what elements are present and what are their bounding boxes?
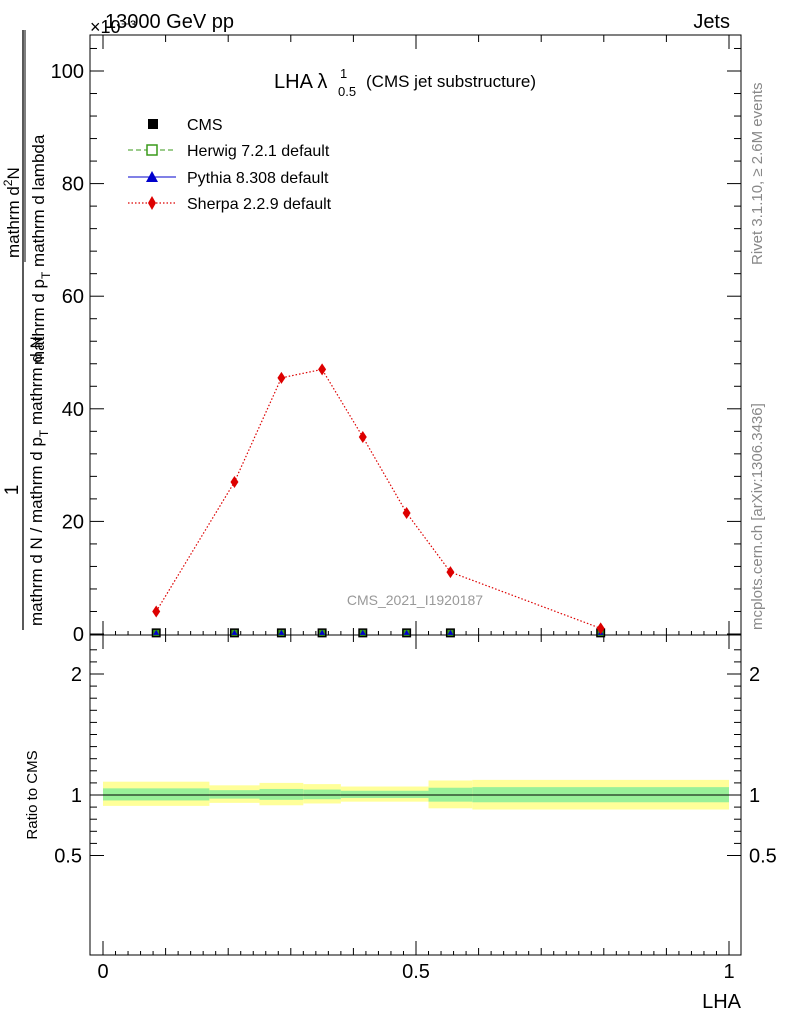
ratio-band-green-2 — [259, 788, 304, 800]
rtick-label-right-2: 2 — [749, 664, 760, 686]
pythia-point-5 — [403, 629, 410, 635]
legend-item-herwig: Herwig 7.2.1 default — [128, 143, 330, 160]
sherpa-point-3 — [318, 363, 327, 376]
sherpa-point-0 — [152, 605, 161, 618]
ylabel-main-den: mathrm d pT mathrm d lambda — [29, 134, 53, 365]
ylabel-main-num-sup: 2 — [1, 179, 15, 186]
title-suffix: (CMS jet substructure) — [366, 72, 536, 91]
ylabel-main-num: mathrm d2N — [1, 167, 23, 258]
header-exponent: ×10⁻³ — [90, 17, 136, 37]
pythia-point-1 — [231, 629, 238, 635]
legend-marker-cms — [148, 119, 158, 129]
ytick-label-5: 100 — [51, 61, 84, 83]
ylabel-top-den-sub: T — [37, 429, 51, 437]
legend-marker-sherpa — [148, 196, 156, 210]
legend: CMS Herwig 7.2.1 default Pythia 8.308 de… — [128, 117, 332, 213]
rtick-label-left-1: 1 — [71, 785, 82, 807]
side-events-text: Rivet 3.1.10, ≥ 2.6M events — [749, 83, 766, 266]
ylabel-main-num-text2: N — [4, 167, 23, 179]
ratio-band-green-1 — [209, 790, 260, 799]
legend-label-herwig: Herwig 7.2.1 default — [187, 143, 330, 160]
ytick-label-0: 0 — [73, 624, 84, 646]
sherpa-line — [155, 368, 601, 629]
xtick-label-0: 0 — [97, 961, 108, 983]
ylabel-main-num-text: mathrm d — [4, 186, 23, 258]
legend-label-pythia: Pythia 8.308 default — [187, 170, 329, 187]
ylabel-main-den-sub: T — [39, 271, 53, 279]
ratio-band-green-4 — [340, 790, 429, 799]
ytick-label-2: 40 — [62, 399, 84, 421]
main-ylabel: 1 mathrm d N / mathrm d pT mathrm d N ma… — [1, 30, 53, 630]
title-main: LHA λ — [274, 71, 327, 93]
xlabel: LHA — [702, 991, 742, 1013]
sherpa-point-1 — [230, 475, 239, 488]
ylabel-top-den: mathrm d N / mathrm d pT mathrm d N — [27, 336, 51, 626]
ylabel-main-den-text: mathrm d p — [29, 279, 48, 365]
pythia-point-2 — [278, 629, 285, 635]
legend-label-sherpa: Sherpa 2.2.9 default — [187, 196, 332, 213]
sherpa-point-5 — [402, 506, 411, 519]
ylabel-main-den-text2: mathrm d lambda — [29, 134, 48, 267]
rtick-label-left-2: 2 — [71, 664, 82, 686]
ylabel-top-num: 1 — [2, 485, 23, 496]
legend-item-cms: CMS — [148, 117, 223, 134]
ytick-label-4: 80 — [62, 174, 84, 196]
header-left: 13000 GeV pp — [105, 11, 234, 33]
legend-item-pythia: Pythia 8.308 default — [128, 170, 329, 187]
rtick-label-right-1: 1 — [749, 785, 760, 807]
title-sub: 0.5 — [338, 84, 356, 99]
pythia-point-4 — [359, 629, 366, 635]
series-layer — [151, 363, 606, 638]
rtick-label-right-0: 0.5 — [749, 846, 777, 868]
watermark-text: CMS_2021_I1920187 — [347, 592, 483, 608]
ratio-ylabel: Ratio to CMS — [24, 750, 41, 839]
ratio-band-green-0 — [103, 788, 210, 801]
plot-title: LHA λ 1 0.5 (CMS jet substructure) — [274, 66, 536, 99]
xtick-label-1: 0.5 — [402, 961, 430, 983]
sherpa-point-6 — [446, 566, 455, 579]
side-source-text: mcplots.cern.ch [arXiv:1306.3436] — [749, 403, 766, 630]
ytick-label-1: 20 — [62, 511, 84, 533]
ratio-band-green-3 — [303, 789, 341, 800]
sherpa-point-7 — [596, 622, 605, 635]
ylabel-top-den-text: mathrm d N / mathrm d p — [27, 437, 46, 626]
pythia-point-6 — [447, 629, 454, 635]
ytick-label-3: 60 — [62, 286, 84, 308]
legend-marker-pythia — [146, 171, 158, 182]
title-sup: 1 — [340, 66, 347, 81]
xtick-label-2: 1 — [723, 961, 734, 983]
pythia-point-0 — [153, 629, 160, 635]
sherpa-point-4 — [358, 430, 367, 443]
rtick-label-left-0: 0.5 — [54, 846, 82, 868]
ylabel-top-den-text2: mathrm d N — [27, 336, 46, 425]
header-right: Jets — [693, 11, 730, 33]
legend-label-cms: CMS — [187, 117, 223, 134]
pythia-point-3 — [319, 629, 326, 635]
legend-marker-herwig — [146, 144, 158, 156]
axes-ticks: 0 20 40 60 80 100 0 0.5 1 0.5 0.5 1 1 2 2 — [51, 35, 777, 983]
sherpa-point-2 — [277, 371, 286, 384]
legend-item-sherpa: Sherpa 2.2.9 default — [128, 196, 332, 213]
